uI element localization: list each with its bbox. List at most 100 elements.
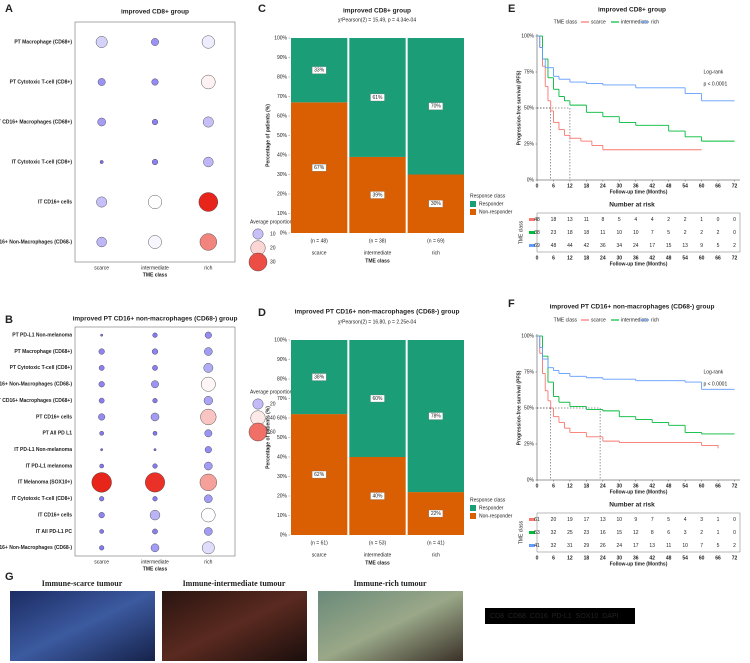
dot <box>204 446 212 454</box>
risk-count: 24 <box>633 243 639 249</box>
panel-letter: E <box>508 3 515 15</box>
risk-count: 4 <box>634 217 637 223</box>
legend-label: scarce <box>591 317 606 323</box>
dot <box>99 160 104 164</box>
y-tick-label: 25% <box>524 141 535 147</box>
stain-label: SOX10 <box>576 613 599 620</box>
x-tick-label: 6 <box>552 483 555 489</box>
dot <box>203 156 214 168</box>
x-tick-label: 42 <box>649 255 655 261</box>
y-tick-label: 30% <box>277 474 288 480</box>
risk-row-swatch <box>529 231 535 234</box>
chart-title: improved PT CD16+ non-macrophages (CD68-… <box>550 304 715 311</box>
risk-count: 18 <box>551 217 557 223</box>
y-tick-label: 60% <box>277 415 288 421</box>
x-tick-label: scarce <box>312 552 327 558</box>
risk-count: 7 <box>651 517 654 523</box>
x-tick-label: 12 <box>567 255 573 261</box>
panel-letter: C <box>258 3 266 15</box>
dot <box>99 496 105 502</box>
risk-count: 44 <box>567 243 573 249</box>
dot <box>100 333 104 337</box>
dot <box>201 74 216 90</box>
legend-label: Non-responder <box>479 513 513 519</box>
legend-swatch <box>470 505 476 511</box>
x-tick-label: 60 <box>699 555 705 561</box>
x-tick-label: 24 <box>600 483 606 489</box>
x-tick-label: rich <box>432 552 440 558</box>
dot <box>97 117 106 127</box>
panel-letter: B <box>5 314 13 326</box>
dot <box>97 78 106 86</box>
value-label-box <box>312 66 327 74</box>
y-tick-label: 25% <box>524 441 535 447</box>
dot <box>204 527 213 536</box>
risk-count: 25 <box>567 530 573 536</box>
legend-label: Responder <box>479 201 504 207</box>
dot <box>204 494 213 503</box>
y-tick-label: 90% <box>277 357 288 363</box>
x-tick-label: 0 <box>536 483 539 489</box>
x-tick-label: 54 <box>682 483 688 489</box>
risk-table-title: Number at risk <box>609 202 655 209</box>
risk-count: 34 <box>617 243 623 249</box>
n-label: (n = 53) <box>369 540 387 546</box>
x-tick-label: 24 <box>600 255 606 261</box>
x-tick-label: 12 <box>567 555 573 561</box>
risk-count: 5 <box>618 217 621 223</box>
x-tick-label: 66 <box>715 183 721 189</box>
risk-count: 48 <box>534 217 540 223</box>
value-label: 70% <box>431 104 442 110</box>
risk-count: 17 <box>649 243 655 249</box>
value-label: 61% <box>372 95 383 101</box>
x-tick-label: 0 <box>536 183 539 189</box>
x-tick-label: 30 <box>617 255 623 261</box>
n-label: (n = 69) <box>427 238 445 244</box>
y-tick-label: 50% <box>277 435 288 441</box>
x-tick-label: 30 <box>617 483 623 489</box>
legend-title: Average proportion <box>250 389 293 395</box>
value-label-box <box>370 492 385 500</box>
image-title: Immune-intermediate tumour <box>183 579 286 588</box>
n-label: (n = 38) <box>369 238 387 244</box>
x-tick-label: 18 <box>584 483 590 489</box>
risk-count: 1 <box>717 530 720 536</box>
y-tick-label: 40% <box>277 152 288 158</box>
row-label: IT PD-L1 melanoma <box>26 463 73 469</box>
risk-count: 2 <box>733 543 736 549</box>
risk-count: 13 <box>682 243 688 249</box>
value-label-box <box>428 509 443 518</box>
x-tick-label: 6 <box>552 183 555 189</box>
dot <box>149 509 161 521</box>
y-tick-label: 100% <box>274 35 287 41</box>
dot <box>98 348 105 355</box>
risk-count: 31 <box>567 543 573 549</box>
risk-count: 1 <box>700 217 703 223</box>
row-label: PT Cytotoxic T-cell (CD8+) <box>10 79 73 85</box>
annotation: Log-rank <box>703 69 723 75</box>
y-tick-label: 75% <box>524 69 535 75</box>
plot-frame <box>74 326 236 557</box>
row-label: PT Macrophage (CD68+) <box>14 349 72 355</box>
x-tick-label: 42 <box>649 183 655 189</box>
x-tick-label: 72 <box>732 183 738 189</box>
legend-label: scarce <box>591 19 606 25</box>
risk-count: 7 <box>651 230 654 236</box>
value-label-box <box>312 373 327 381</box>
dot <box>201 35 215 49</box>
y-tick-label: 70% <box>277 396 288 402</box>
x-tick-label: rich <box>432 250 440 256</box>
y-axis-title: Progression-free survival (PFS) <box>516 370 522 445</box>
dot <box>151 348 159 355</box>
risk-row-swatch <box>529 531 535 534</box>
x-tick-label: 72 <box>732 483 738 489</box>
x-tick-label: 54 <box>682 183 688 189</box>
x-tick-label: scarce <box>94 265 109 271</box>
risk-row-swatch <box>529 218 535 221</box>
y-tick-label: 40% <box>277 454 288 460</box>
x-tick-label: 48 <box>666 183 672 189</box>
dot <box>152 431 158 436</box>
x-axis-title: TME class <box>365 258 390 264</box>
row-label: IT PD-L1 Non-melanoma <box>14 447 72 453</box>
risk-count: 8 <box>601 217 604 223</box>
